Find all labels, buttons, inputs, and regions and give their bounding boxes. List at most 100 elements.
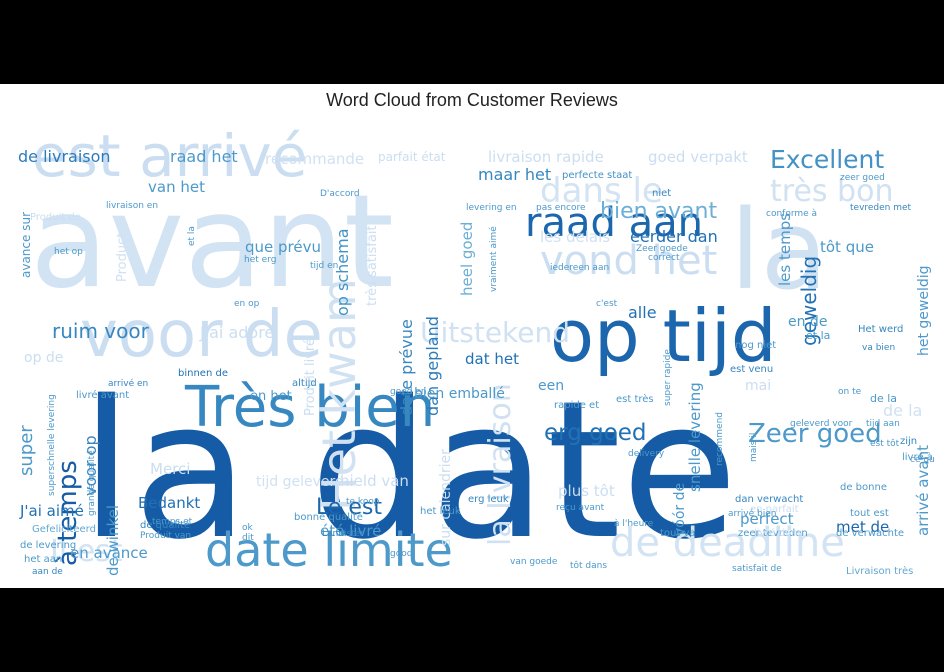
word-bonne-qualité: bonne qualité xyxy=(294,511,363,523)
word-v-r-de: vóór de xyxy=(672,483,688,536)
word-de-la: de la xyxy=(870,392,897,405)
word-j-ai-aimé: J'ai aimé xyxy=(19,502,84,520)
word-de-la: de la xyxy=(883,401,922,420)
word-été-livré: été livré xyxy=(320,522,381,540)
word-tevreden-met: tevreden met xyxy=(850,203,912,213)
word-les-temps: les temps xyxy=(776,213,794,286)
word-est-arrivé: est arrivé xyxy=(32,122,307,190)
word-est-venu: est venu xyxy=(730,364,773,375)
word-parfait-état: parfait état xyxy=(378,150,446,164)
word-avance-sur: avance sur xyxy=(19,212,33,278)
word-avant: avant xyxy=(30,168,394,317)
word-très-satisfait: très satisfait xyxy=(365,225,380,306)
word-livraison-rapide: livraison rapide xyxy=(488,148,604,166)
word-la-date: la date xyxy=(80,360,738,576)
word-perfecte-staat: perfecte staat xyxy=(562,170,632,181)
word-het-kwam: Het kwam xyxy=(312,278,366,511)
word-tout-est: tout est xyxy=(850,508,889,519)
word-à-temps: à temps xyxy=(53,460,83,566)
word-arrivé-en: arrivé en xyxy=(108,378,148,389)
word-en-parfait: en parfait xyxy=(750,504,799,515)
word-tôt-dans: tôt dans xyxy=(570,560,607,571)
word-la: la xyxy=(730,186,828,314)
word-va-bien: va bien xyxy=(862,343,895,353)
word-date-limite: date limite xyxy=(205,523,453,576)
word-zeer-goed: Zeer goed xyxy=(748,419,882,449)
word-van-goede: van goede xyxy=(510,557,558,567)
word-tijd-geleverd: tijd geleverd xyxy=(256,474,344,490)
word-de-winkel: de winkel xyxy=(104,505,122,576)
word-maar-het: maar het xyxy=(478,165,551,184)
word-bien-avant: bien avant xyxy=(600,199,717,224)
word-zeer-goed: zeer goed xyxy=(840,173,885,183)
word-dit: dit xyxy=(242,533,254,543)
word-est-très: est très xyxy=(616,393,654,405)
word-grande-qualité: grande qualité xyxy=(86,450,97,516)
word-raad-aan: raad aan xyxy=(525,200,703,246)
word-zijn: zijn xyxy=(900,436,917,447)
word-en-het: en het xyxy=(250,389,292,404)
word-merci: Merci xyxy=(150,460,190,478)
word-zeer-goede: Zeer goede xyxy=(636,244,688,254)
word-rapide-et: rapide et xyxy=(554,400,599,411)
word-conforme-à: conforme à xyxy=(766,209,817,219)
word-en-op: en op xyxy=(234,299,260,309)
word-gefeliciteerd: Gefeliciteerd xyxy=(32,524,96,535)
word-iedereen-aan: iedereen aan xyxy=(550,263,609,273)
word-delivery: delivery xyxy=(628,449,665,459)
word-het-erg: het erg xyxy=(244,255,276,265)
word-le-est: Le est xyxy=(316,495,382,520)
word-dans-le: dans le xyxy=(540,171,663,211)
word-temps-et: temps et xyxy=(152,517,193,527)
word-de-deadline: de deadline xyxy=(610,520,845,566)
word-vond-het: vond het xyxy=(540,238,717,284)
word-bedankt: Bedankt xyxy=(138,494,200,512)
word-levering-en: levering en xyxy=(466,203,517,213)
chart-title: Word Cloud from Customer Reviews xyxy=(326,90,618,110)
word-perfect: perfect xyxy=(740,510,794,528)
word-très-bon: très bon xyxy=(770,174,893,209)
word-goed-verpakt: goed verpakt xyxy=(648,148,748,166)
word-excellent: Excellent xyxy=(770,145,884,174)
word-voor-de: voor de xyxy=(80,298,323,372)
word-livraison-en: livraison en xyxy=(106,201,158,211)
word-on-te: on te xyxy=(838,387,862,397)
word-super-rapide: super rapide xyxy=(663,349,673,406)
word-het-leuk: het leuk xyxy=(420,506,461,517)
word-d-accord: D'accord xyxy=(320,189,360,199)
word-dan-gepland: dan gepland xyxy=(423,316,442,416)
word-pas-encore: pas encore xyxy=(536,203,586,213)
word-arrivé-bien: arrivé bien xyxy=(728,508,776,519)
word-vraiment-aimé: vraiment aimé xyxy=(488,226,499,292)
word-alle: alle xyxy=(628,303,657,322)
word-lannister: Lannister xyxy=(322,529,364,539)
figure: Word Cloud from Customer Reviews la date… xyxy=(0,84,944,588)
word-op-de: op de xyxy=(24,350,63,366)
word-correct: correct xyxy=(648,253,680,263)
word-het-op: het op xyxy=(54,247,83,257)
word-niet: niet xyxy=(652,188,671,199)
word-altijd: altijd xyxy=(292,378,317,389)
word-een: een xyxy=(538,378,564,394)
word-geweldig: geweldig xyxy=(797,256,821,346)
word-plus-tôt: plus tôt xyxy=(558,482,615,500)
word-de-qualité: de qualité xyxy=(140,519,190,531)
word-heel-goed: heel goed xyxy=(458,222,476,296)
word-il-est: Il est xyxy=(50,534,123,569)
word-recommend: recommend xyxy=(715,412,725,466)
word-zeer-tevreden: zeer tevreden xyxy=(738,528,808,539)
word-tout-va: tout va xyxy=(660,528,696,539)
word-erg-leuk: erg leuk xyxy=(468,494,509,505)
word-produit-van: Produit van xyxy=(140,531,191,541)
word-cloud: la date avant la op tijd voor de est arrivé Tr… xyxy=(10,116,934,576)
word-tijd-en: tijd en xyxy=(310,261,338,271)
word-binnen-de: binnen de xyxy=(178,368,228,379)
word-en-avance: en avance xyxy=(70,544,148,562)
word-het-aan: het aan xyxy=(24,554,62,565)
word-eerder-dan: eerder dan xyxy=(630,227,718,246)
word-de-livraison: de livraison xyxy=(18,147,111,166)
word-et-la: et la xyxy=(187,226,197,246)
word-date-prévue: date prévue xyxy=(397,319,416,416)
word-uitstekend: Uitstekend xyxy=(420,316,570,349)
word-c-est: c'est xyxy=(596,299,618,309)
